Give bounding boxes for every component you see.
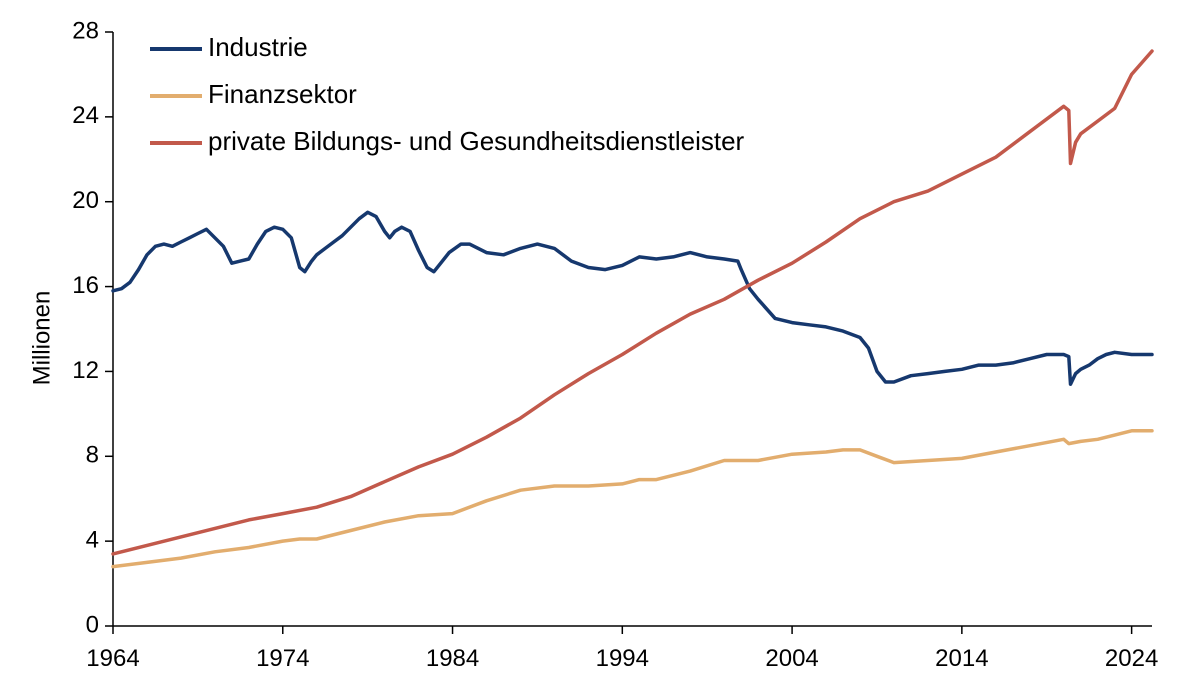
x-axis: 1964 1974 1984 1994 2004 2014 2024 — [86, 625, 1158, 672]
legend-label: Industrie — [208, 32, 308, 62]
y-tick-label: 8 — [86, 442, 99, 469]
series-line-0 — [111, 210, 1154, 386]
x-tick-label: 2004 — [765, 645, 818, 672]
y-tick-label: 0 — [86, 611, 99, 638]
y-tick-label: 20 — [72, 187, 99, 214]
series-lines — [111, 49, 1154, 569]
legend: Industrie Finanzsektor private Bildungs- u… — [150, 32, 745, 156]
x-tick-label: 2024 — [1105, 645, 1158, 672]
y-axis: 0 4 8 12 16 20 24 28 — [72, 17, 114, 638]
x-tick-label: 2014 — [935, 645, 988, 672]
legend-label: Finanzsektor — [208, 79, 357, 109]
x-tick-label: 1994 — [596, 645, 649, 672]
series-line-1 — [111, 429, 1154, 569]
y-tick-label: 16 — [72, 272, 99, 299]
y-tick-label: 4 — [86, 526, 99, 553]
x-tick-label: 1984 — [426, 645, 479, 672]
x-tick-label: 1964 — [86, 645, 139, 672]
y-tick-label: 24 — [72, 102, 99, 129]
series-line-2 — [111, 49, 1154, 556]
y-axis-title: Millionen — [28, 291, 55, 386]
y-tick-label: 12 — [72, 357, 99, 384]
legend-label: private Bildungs- und Gesundheitsdienstl… — [208, 126, 745, 156]
y-tick-label: 28 — [72, 17, 99, 44]
x-tick-label: 1974 — [256, 645, 309, 672]
